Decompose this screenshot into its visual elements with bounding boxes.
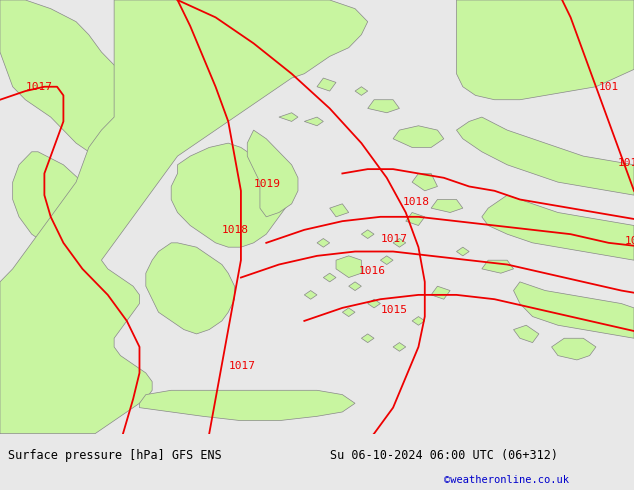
Text: 101: 101: [599, 82, 619, 92]
Polygon shape: [393, 343, 406, 351]
Polygon shape: [25, 251, 57, 269]
Polygon shape: [393, 126, 444, 147]
Text: 1016: 1016: [358, 266, 385, 276]
Text: Su 06-10-2024 06:00 UTC (06+312): Su 06-10-2024 06:00 UTC (06+312): [330, 448, 558, 462]
Text: ©weatheronline.co.uk: ©weatheronline.co.uk: [444, 475, 569, 485]
Polygon shape: [317, 239, 330, 247]
Polygon shape: [361, 230, 374, 239]
Polygon shape: [482, 260, 514, 273]
Polygon shape: [139, 390, 355, 420]
Polygon shape: [431, 286, 450, 299]
Polygon shape: [171, 143, 292, 247]
Polygon shape: [342, 308, 355, 317]
Polygon shape: [482, 195, 634, 260]
Polygon shape: [304, 291, 317, 299]
Polygon shape: [247, 130, 298, 217]
Polygon shape: [13, 152, 89, 243]
Polygon shape: [0, 0, 368, 434]
Polygon shape: [456, 0, 634, 100]
Polygon shape: [514, 282, 634, 338]
Polygon shape: [393, 239, 406, 247]
Polygon shape: [431, 199, 463, 213]
Text: 10: 10: [624, 236, 634, 245]
Text: 101: 101: [618, 158, 634, 168]
Polygon shape: [0, 0, 158, 152]
Polygon shape: [406, 213, 425, 225]
Polygon shape: [317, 78, 336, 91]
Text: 1015: 1015: [380, 305, 408, 315]
Text: 1017: 1017: [380, 234, 408, 244]
Text: Surface pressure [hPa] GFS ENS: Surface pressure [hPa] GFS ENS: [8, 448, 221, 462]
Polygon shape: [304, 117, 323, 126]
Text: 1019: 1019: [254, 179, 281, 189]
Polygon shape: [368, 299, 380, 308]
Polygon shape: [279, 113, 298, 122]
Polygon shape: [514, 325, 539, 343]
Polygon shape: [361, 334, 374, 343]
Polygon shape: [412, 317, 425, 325]
Polygon shape: [146, 243, 235, 334]
Polygon shape: [330, 204, 349, 217]
Text: 1017: 1017: [25, 82, 53, 92]
Polygon shape: [456, 247, 469, 256]
Polygon shape: [355, 87, 368, 96]
Polygon shape: [380, 256, 393, 265]
Polygon shape: [456, 117, 634, 195]
Text: 1017: 1017: [228, 362, 256, 371]
Text: 1018: 1018: [222, 225, 249, 235]
Polygon shape: [412, 173, 437, 191]
Polygon shape: [336, 256, 361, 277]
Polygon shape: [349, 282, 361, 291]
Polygon shape: [323, 273, 336, 282]
Polygon shape: [552, 338, 596, 360]
Text: 1018: 1018: [403, 196, 430, 207]
Polygon shape: [368, 100, 399, 113]
